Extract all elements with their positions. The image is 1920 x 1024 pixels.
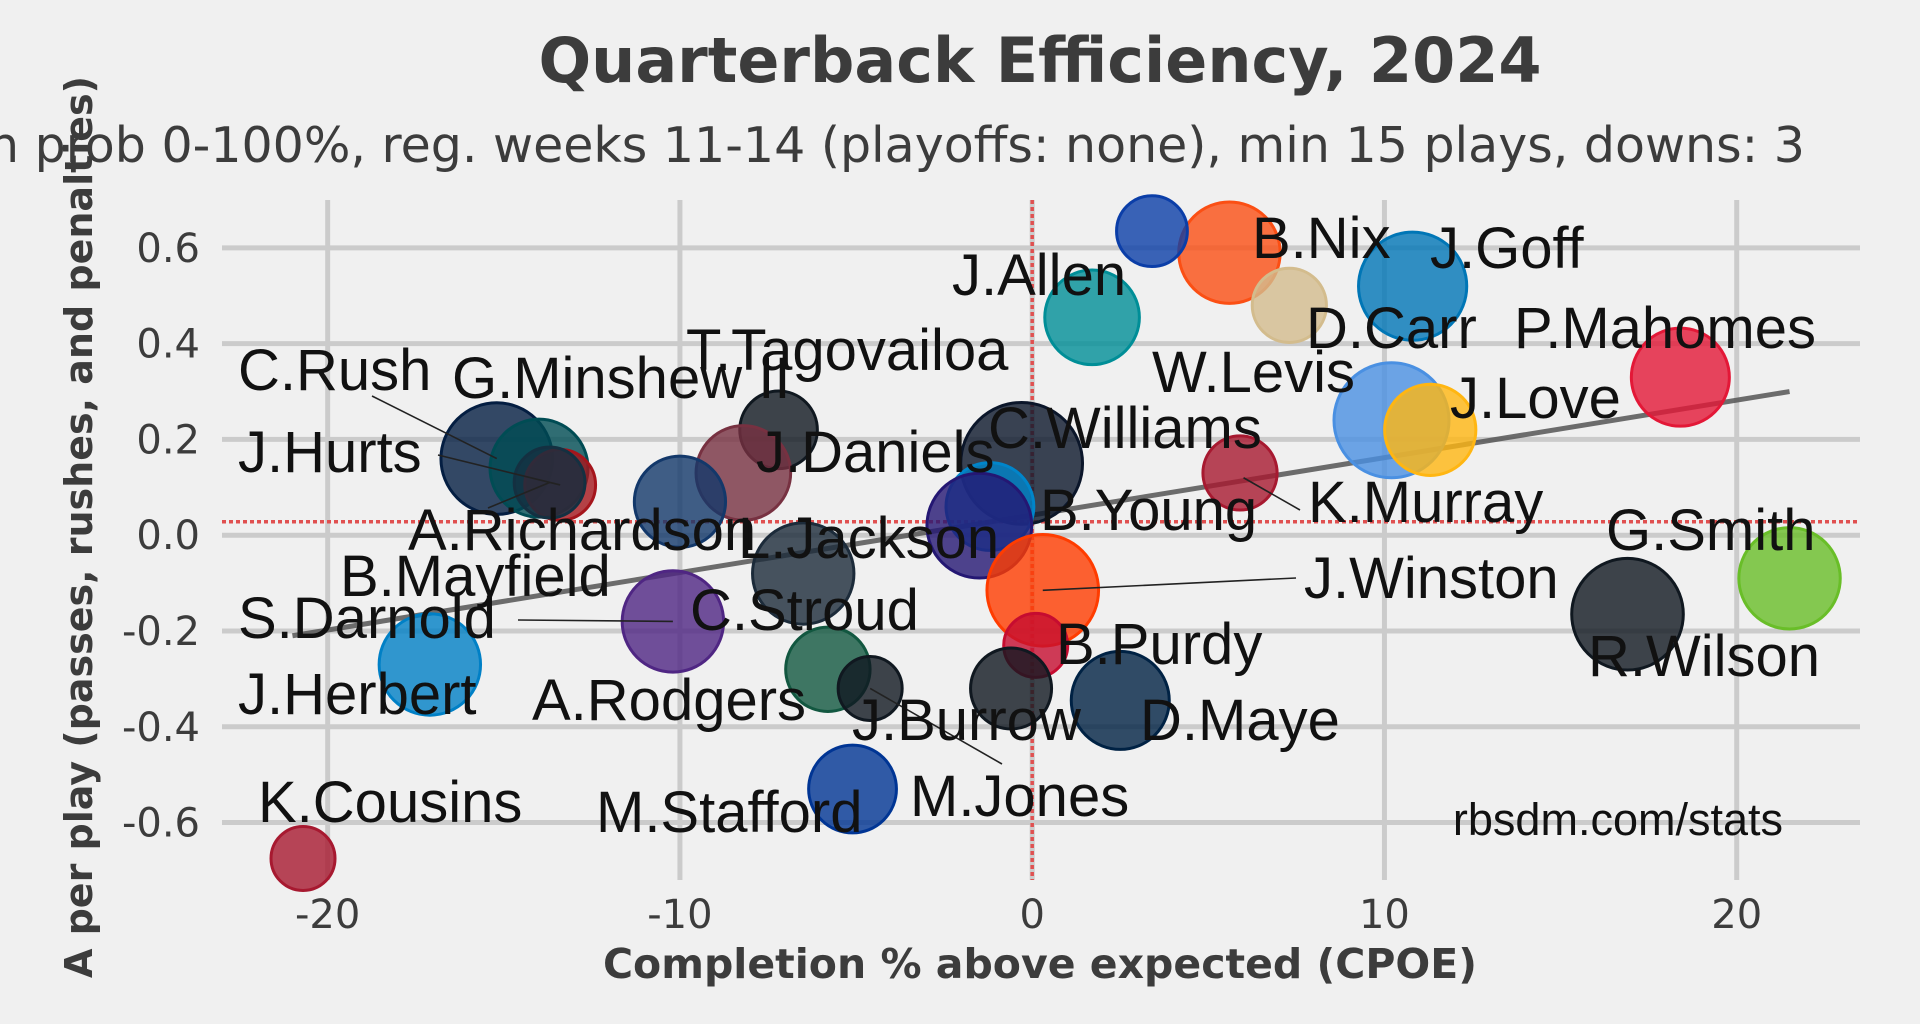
leader-m-jones <box>869 687 1003 765</box>
point-m-stafford <box>807 743 898 835</box>
label-leaders <box>371 395 1301 765</box>
leader-j-hurts <box>437 454 561 486</box>
chart-subtitle: n prob 0-100%, reg. weeks 11-14 (playoff… <box>0 117 1805 174</box>
point-label-d-maye: D.Maye <box>1140 688 1340 753</box>
point-label-c-williams: C.Williams <box>988 396 1262 461</box>
point-label-g-smith: G.Smith <box>1606 498 1816 563</box>
point-g-smith <box>1737 526 1842 631</box>
x-tick-label: 0 <box>1019 892 1044 938</box>
point-label-j-love: J.Love <box>1450 366 1621 431</box>
axis-ticks: -20 -10 0 10 20 0.6 0.4 0.2 0.0 -0.2 -0.4 -0.6 <box>122 226 1762 938</box>
x-tick-label: -10 <box>647 892 712 938</box>
leader-k-murray <box>1243 477 1301 511</box>
point-j-goff <box>1357 230 1469 342</box>
chart-title: Quarterback Efficiency, 2024 <box>538 24 1541 97</box>
point-label-j-daniels: J.Daniels <box>756 420 995 485</box>
y-tick-label: -0.6 <box>122 801 200 847</box>
point-j-love <box>1383 382 1478 477</box>
point-label-j-burrow: J.Burrow <box>852 688 1082 753</box>
y-tick-label: -0.4 <box>122 705 200 751</box>
watermark: rbsdm.com/stats <box>1453 794 1783 845</box>
point-label-p-mahomes: P.Mahomes <box>1514 296 1816 361</box>
point-label-b-mayfield: B.Mayfield <box>340 544 611 609</box>
leader-a-richardson <box>487 481 550 509</box>
point-d-maye <box>1069 649 1171 751</box>
point-label-j-allen: J.Allen <box>952 243 1126 308</box>
y-tick-label: 0.4 <box>136 322 200 368</box>
x-tick-label: 10 <box>1359 892 1410 938</box>
point-unlabeled <box>1115 194 1189 269</box>
point-unlabeled <box>632 454 728 549</box>
point-w-levis <box>1201 434 1279 512</box>
leader-s-darnold <box>517 619 673 623</box>
point-label-w-levis: W.Levis <box>1152 340 1355 405</box>
point-label-j-hurts: J.Hurts <box>238 420 422 485</box>
point-label-d-carr: D.Carr <box>1306 296 1477 361</box>
data-points <box>269 194 1842 892</box>
point-label-s-darnold: S.Darnold <box>238 586 496 651</box>
x-tick-label: -20 <box>295 892 360 938</box>
point-label-m-jones: M.Jones <box>910 764 1129 829</box>
leader-c-rush <box>371 395 498 460</box>
point-label-c-stroud: C.Stroud <box>690 578 919 643</box>
y-axis-label: A per play (passes, rushes, and penaltie… <box>57 76 101 978</box>
x-tick-label: 20 <box>1711 892 1762 938</box>
point-label-l-jackson: L.Jackson <box>738 506 999 571</box>
point-j-burrow <box>969 646 1054 731</box>
point-label-k-murray: K.Murray <box>1308 470 1543 535</box>
point-label-b-purdy: B.Purdy <box>1056 612 1262 677</box>
point-label-a-richardson: A.Richardson <box>408 498 756 563</box>
y-tick-label: 0.6 <box>136 226 200 272</box>
y-tick-label: -0.2 <box>122 609 200 655</box>
x-axis-label: Completion % above expected (CPOE) <box>603 940 1477 988</box>
point-j-herbert <box>377 612 483 717</box>
point-label-b-nix: B.Nix <box>1252 206 1391 271</box>
point-label-a-rodgers: A.Rodgers <box>532 668 806 733</box>
y-tick-label: 0.2 <box>136 417 200 463</box>
point-label-t-tagovailoa: T.Tagovailoa <box>686 318 1009 383</box>
point-unlabeled <box>1250 266 1328 344</box>
point-label-g-minshew-ii: G.Minshew II <box>452 346 790 411</box>
point-j-allen <box>1043 268 1141 367</box>
point-label-j-herbert: J.Herbert <box>238 662 477 727</box>
point-label-j-goff: J.Goff <box>1430 216 1585 281</box>
point-label-r-wilson: R.Wilson <box>1588 624 1820 689</box>
point-r-wilson <box>1570 556 1685 672</box>
point-label-m-stafford: M.Stafford <box>596 780 863 845</box>
leader-j-winston <box>1042 577 1297 592</box>
point-unlabeled <box>751 521 856 626</box>
point-p-mahomes <box>1629 326 1731 428</box>
y-tick-label: 0.0 <box>136 513 200 559</box>
point-label-c-rush: C.Rush <box>238 338 431 403</box>
point-k-cousins <box>269 824 337 892</box>
point-label-b-young: B.Young <box>1040 478 1257 543</box>
point-label-j-winston: J.Winston <box>1304 546 1559 611</box>
point-label-k-cousins: K.Cousins <box>258 770 522 835</box>
